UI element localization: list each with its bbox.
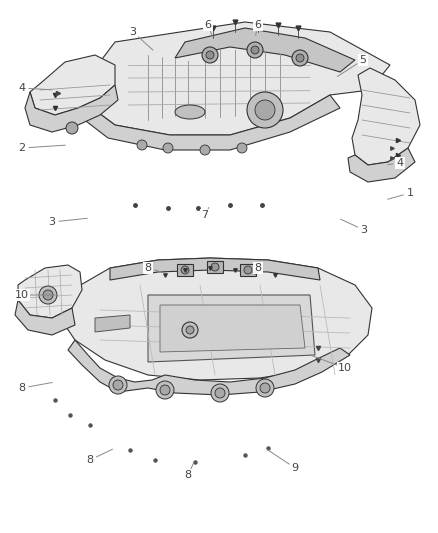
Circle shape [39, 286, 57, 304]
Text: 4: 4 [396, 158, 403, 168]
Text: 5: 5 [360, 55, 367, 65]
Polygon shape [352, 68, 420, 165]
Circle shape [244, 266, 252, 274]
Circle shape [296, 54, 304, 62]
Polygon shape [58, 258, 372, 380]
Polygon shape [160, 305, 305, 352]
Polygon shape [148, 295, 315, 362]
Polygon shape [25, 85, 118, 132]
Text: 8: 8 [86, 455, 94, 465]
Circle shape [163, 143, 173, 153]
Circle shape [251, 46, 259, 54]
Polygon shape [348, 148, 415, 182]
Text: 2: 2 [18, 143, 25, 153]
Text: 10: 10 [338, 363, 352, 373]
Polygon shape [175, 28, 355, 72]
Circle shape [43, 290, 53, 300]
Text: 8: 8 [184, 470, 191, 480]
Polygon shape [88, 22, 390, 135]
Text: 9: 9 [291, 463, 299, 473]
Circle shape [260, 383, 270, 393]
Circle shape [211, 263, 219, 271]
Polygon shape [30, 55, 115, 115]
Circle shape [200, 145, 210, 155]
Circle shape [181, 266, 189, 274]
Text: 6: 6 [254, 20, 261, 30]
Circle shape [156, 381, 174, 399]
Polygon shape [95, 315, 130, 332]
Circle shape [202, 47, 218, 63]
Polygon shape [15, 300, 75, 335]
Circle shape [256, 379, 274, 397]
Polygon shape [68, 340, 350, 395]
Text: 8: 8 [145, 263, 152, 273]
Circle shape [182, 322, 198, 338]
Text: 3: 3 [49, 217, 56, 227]
Circle shape [237, 143, 247, 153]
Circle shape [160, 385, 170, 395]
Polygon shape [240, 264, 256, 276]
Polygon shape [18, 265, 82, 318]
Circle shape [113, 380, 123, 390]
Polygon shape [82, 95, 340, 150]
Text: 6: 6 [205, 20, 212, 30]
Circle shape [186, 326, 194, 334]
Text: 1: 1 [406, 188, 413, 198]
Text: 7: 7 [201, 210, 208, 220]
Polygon shape [110, 258, 320, 280]
Text: 3: 3 [130, 27, 137, 37]
Circle shape [137, 140, 147, 150]
Text: 3: 3 [360, 225, 367, 235]
Circle shape [109, 376, 127, 394]
Circle shape [255, 100, 275, 120]
Text: 4: 4 [18, 83, 25, 93]
Circle shape [292, 50, 308, 66]
Text: 8: 8 [18, 383, 25, 393]
Polygon shape [177, 264, 193, 276]
Circle shape [247, 92, 283, 128]
Text: 8: 8 [254, 263, 261, 273]
Ellipse shape [175, 105, 205, 119]
Circle shape [206, 51, 214, 59]
Text: 10: 10 [15, 290, 29, 300]
Circle shape [215, 388, 225, 398]
Circle shape [66, 122, 78, 134]
Circle shape [211, 384, 229, 402]
Circle shape [247, 42, 263, 58]
Polygon shape [207, 261, 223, 273]
